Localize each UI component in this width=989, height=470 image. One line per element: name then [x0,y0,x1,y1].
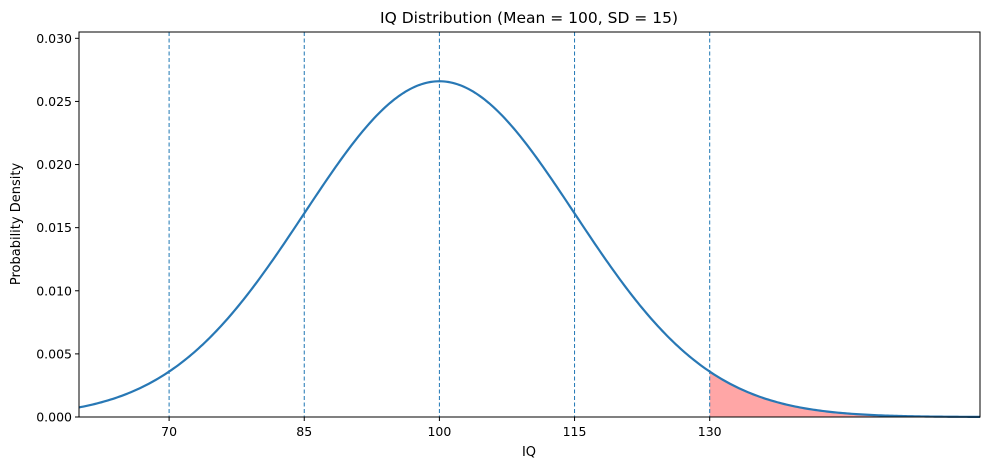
x-tick-label: 130 [698,424,722,439]
y-axis-title: Probability Density [9,163,24,286]
x-axis-ticks: 70 85 100 115 130 [161,417,722,439]
y-tick-label: 0.010 [36,283,72,298]
y-tick-label: 0.025 [36,94,72,109]
x-axis-title: IQ [522,445,536,460]
shaded-tail-region [709,371,980,417]
x-tick-label: 70 [161,424,177,439]
x-tick-label: 115 [563,424,587,439]
y-tick-label: 0.030 [36,31,72,46]
x-tick-label: 100 [427,424,451,439]
y-tick-label: 0.000 [36,410,72,425]
y-axis-ticks: 0.000 0.005 0.010 0.015 0.020 0.025 0.030 [36,31,79,425]
x-tick-label: 85 [296,424,312,439]
density-curve [78,80,981,418]
y-tick-label: 0.015 [36,220,72,235]
reference-lines-layer [168,32,711,417]
shaded-region-layer [709,371,980,417]
y-tick-label: 0.005 [36,346,72,361]
series-layer [78,80,981,418]
plot-frame [78,31,981,418]
chart-title: IQ Distribution (Mean = 100, SD = 15) [380,9,678,27]
y-tick-label: 0.020 [36,157,72,172]
